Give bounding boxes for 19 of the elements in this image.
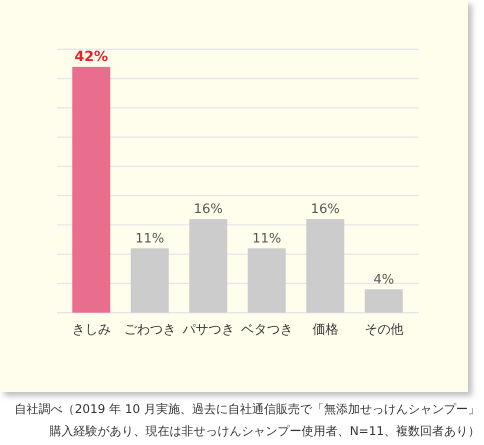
bar xyxy=(189,219,228,313)
x-tick-label: パサつき xyxy=(181,322,234,338)
x-tick-label: ごわつき xyxy=(124,322,176,338)
bar xyxy=(248,248,286,313)
bar xyxy=(364,289,403,313)
x-tick-label: ベタつき xyxy=(240,322,293,338)
text: 自社調べ（2019 年 10 月実施、過去に自社通信販売で「無添加せっけんシャンプー」購入経験があり、現在は非せっけんシャンプー使用者、N=11、複数回者あり） xyxy=(14,402,480,438)
data-label: 11% xyxy=(135,231,164,246)
data-label: 11% xyxy=(252,231,282,246)
x-tick-label: きしみ xyxy=(72,322,111,338)
bar xyxy=(72,66,110,313)
x-tick-label: 価格 xyxy=(312,322,338,338)
data-label: 42% xyxy=(74,48,108,65)
x-tick-label: その他 xyxy=(364,322,404,338)
data-label: 4% xyxy=(373,272,394,288)
bar xyxy=(130,248,169,313)
data-label: 16% xyxy=(194,202,223,218)
bar xyxy=(306,219,344,313)
data-label: 16% xyxy=(310,202,340,218)
